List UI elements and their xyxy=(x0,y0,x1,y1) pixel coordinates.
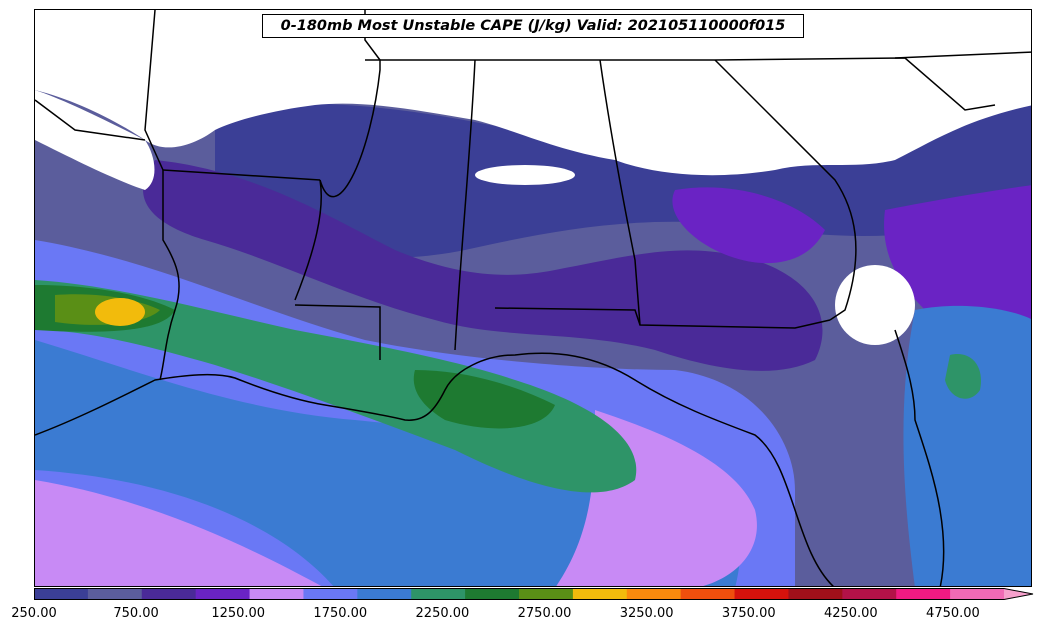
colorbar-segment xyxy=(411,588,466,600)
colorbar-segment xyxy=(626,588,682,600)
colorbar xyxy=(34,588,1034,600)
border-ms-al xyxy=(319,60,381,198)
colorbar-tick-label: 2250.00 xyxy=(415,606,470,621)
border-ar-la xyxy=(162,169,321,181)
colorbar-segment xyxy=(465,588,520,600)
colorbar-segment xyxy=(141,588,197,600)
colorbar-segment xyxy=(34,588,89,600)
colorbar-tick-label: 1750.00 xyxy=(313,606,368,621)
border-ms-river xyxy=(294,179,323,301)
border-nc xyxy=(894,51,1031,59)
border-ar-ms xyxy=(144,10,164,171)
cape-field-none-nw xyxy=(35,90,155,190)
colorbar-segment xyxy=(195,588,251,600)
cape-field-none-al xyxy=(475,165,575,185)
border-fl-al xyxy=(494,307,831,329)
map-title: 0-180mb Most Unstable CAPE (J/kg) Valid:… xyxy=(262,14,804,38)
cape-field-none-north xyxy=(35,10,1031,176)
colorbar-segment xyxy=(249,588,304,600)
border-nw xyxy=(35,99,146,141)
border-tx-la xyxy=(159,170,180,381)
cape-field-indigo-north xyxy=(215,100,1031,258)
cape-contour-map xyxy=(35,10,1031,586)
colorbar-outline xyxy=(34,588,1034,600)
colorbar-segment xyxy=(842,588,897,600)
cape-field-gulf-dark xyxy=(35,340,741,586)
border-ms-al-2 xyxy=(454,59,476,351)
cape-field-none-georgia xyxy=(835,265,915,345)
colorbar-extend-arrow xyxy=(1004,588,1033,600)
colorbar-tick-label: 2750.00 xyxy=(517,606,572,621)
cape-field-violet-2 xyxy=(672,187,825,264)
cape-field-violet-1 xyxy=(143,160,823,371)
cape-field-lilac-south xyxy=(35,480,322,586)
border-ga-sc xyxy=(714,59,857,321)
colorbar-segment xyxy=(680,588,736,600)
colorbar-segment xyxy=(357,588,412,600)
map-panel xyxy=(34,9,1032,587)
colorbar-segment xyxy=(519,588,574,600)
cape-field-atlantic xyxy=(903,305,1031,586)
colorbar-segment xyxy=(734,588,789,600)
coastline-gulf xyxy=(35,352,835,586)
colorbar-tick-label: 750.00 xyxy=(113,606,159,621)
colorbar-segment xyxy=(950,588,1005,600)
cape-field-violet-3 xyxy=(884,185,1031,334)
colorbar-tick-label: 1250.00 xyxy=(211,606,266,621)
border-al-ga xyxy=(599,59,641,326)
coastline-florida-east xyxy=(894,329,945,586)
colorbar-segment xyxy=(87,588,143,600)
cape-field-green-band xyxy=(35,280,637,493)
cape-field-max-yellow xyxy=(95,298,145,326)
colorbar-tick-label: 3750.00 xyxy=(721,606,776,621)
border-la-ms xyxy=(294,304,381,360)
colorbar-segment xyxy=(896,588,951,600)
colorbar-tick-label: 4750.00 xyxy=(926,606,980,621)
colorbar-tick-label: 3250.00 xyxy=(619,606,674,621)
colorbar-segment xyxy=(572,588,628,600)
colorbar-tick-label: 250.00 xyxy=(11,606,57,621)
colorbar-tick-label: 4250.00 xyxy=(823,606,878,621)
colorbar-segment xyxy=(788,588,843,600)
state-borders xyxy=(35,10,1031,586)
colorbar-segment xyxy=(303,588,358,600)
cape-field-atlantic-green xyxy=(945,354,981,399)
